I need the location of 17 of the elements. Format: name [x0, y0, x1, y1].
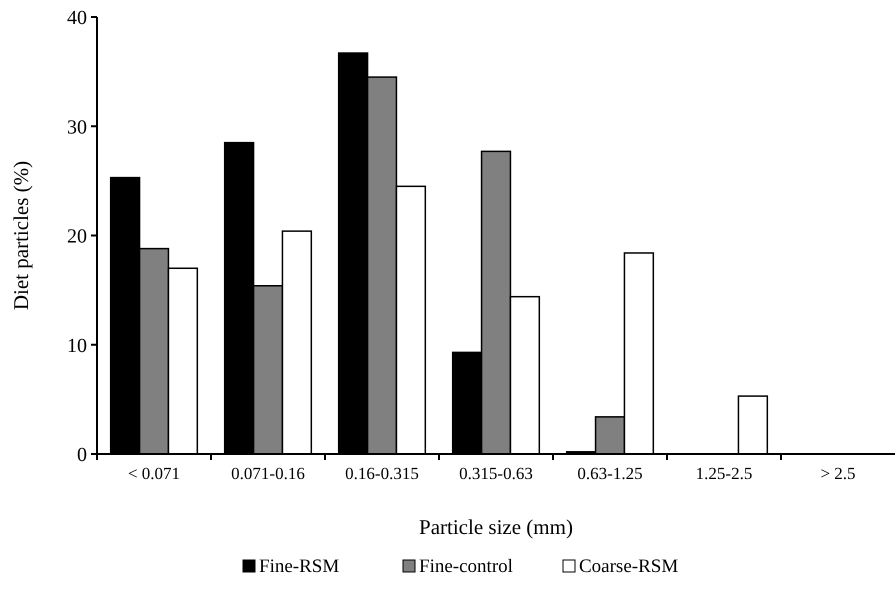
- x-tick-label: 0.16-0.315: [345, 464, 419, 483]
- x-tick-label: > 2.5: [820, 464, 856, 483]
- legend-label: Fine-RSM: [259, 556, 340, 577]
- x-tick-label: 0.071-0.16: [231, 464, 305, 483]
- x-tick-label: 0.315-0.63: [459, 464, 533, 483]
- x-tick-label: 1.25-2.5: [696, 464, 752, 483]
- y-tick-label: 10: [67, 334, 87, 357]
- y-tick-label: 0: [77, 444, 87, 466]
- y-tick-label: 20: [67, 226, 87, 248]
- y-tick-label: 30: [67, 116, 87, 138]
- legend-label: Fine-control: [419, 556, 513, 577]
- y-tick-label: 40: [67, 7, 87, 29]
- x-axis-title: Particle size (mm): [419, 515, 573, 539]
- x-tick-label: 0.63-1.25: [577, 464, 643, 483]
- y-axis-title: Diet particles (%): [9, 160, 33, 310]
- x-tick-label: < 0.071: [128, 464, 180, 483]
- legend-label: Coarse-RSM: [579, 556, 678, 577]
